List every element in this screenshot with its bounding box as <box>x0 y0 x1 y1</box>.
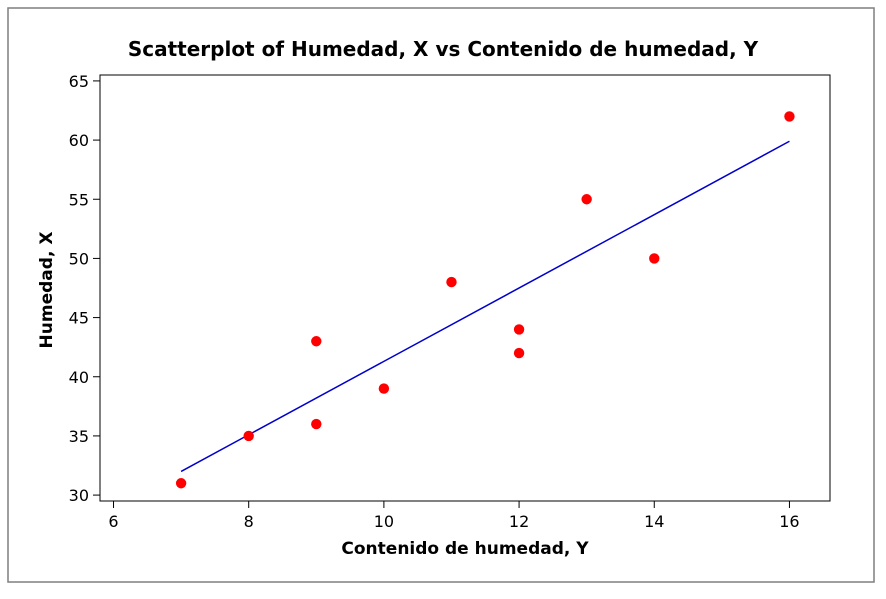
data-point <box>446 276 457 288</box>
y-axis: 30 35 40 45 50 55 60 65 <box>69 72 100 505</box>
data-point <box>243 430 254 442</box>
data-point <box>513 347 525 359</box>
plot-area <box>99 74 831 502</box>
data-point <box>311 418 322 430</box>
x-tick-label: 14 <box>644 512 664 531</box>
y-tick-label: 60 <box>69 131 89 150</box>
data-point <box>311 336 322 347</box>
y-tick-label: 40 <box>69 368 89 387</box>
y-tick-label: 55 <box>69 190 89 209</box>
x-tick-label: 16 <box>779 512 799 531</box>
x-tick-label: 10 <box>374 512 394 531</box>
y-tick-label: 50 <box>69 249 89 268</box>
chart-title: Scatterplot of Humedad, X vs Contenido d… <box>128 37 759 61</box>
data-point <box>378 383 390 394</box>
points-layer <box>175 111 795 489</box>
y-tick-label: 30 <box>69 486 89 505</box>
data-point <box>513 324 525 335</box>
data-point <box>784 111 795 122</box>
data-point <box>649 253 660 264</box>
regression-line <box>180 140 790 473</box>
data-point <box>175 478 187 489</box>
x-tick-label: 6 <box>108 512 118 531</box>
y-tick-label: 45 <box>69 309 89 328</box>
y-tick-label: 65 <box>69 72 89 91</box>
fit-line-layer <box>180 140 790 473</box>
y-axis-label: Humedad, X <box>37 232 57 349</box>
x-tick-label: 12 <box>509 512 529 531</box>
data-point <box>581 194 592 205</box>
y-tick-label: 35 <box>69 427 89 446</box>
x-axis-label: Contenido de humedad, Y <box>341 539 589 559</box>
x-tick-label: 8 <box>244 512 254 531</box>
x-axis: 6 8 10 12 14 16 <box>108 501 800 531</box>
